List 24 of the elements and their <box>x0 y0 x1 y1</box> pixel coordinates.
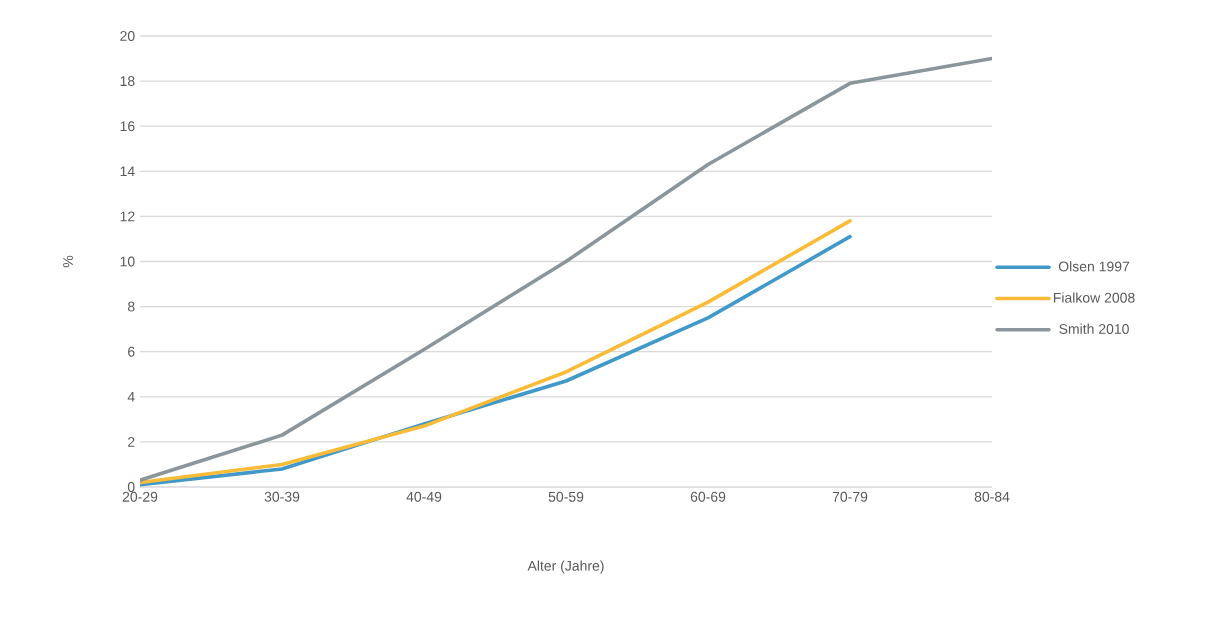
y-tick-label: 12 <box>120 211 135 222</box>
x-tick-label: 80-84 <box>974 491 1010 502</box>
x-tick-label: 50-59 <box>548 491 584 502</box>
y-tick-label: 16 <box>120 121 135 132</box>
y-tick-label: 0 <box>127 482 135 492</box>
y-tick-label: 8 <box>127 301 135 312</box>
x-axis-title: Alter (Jahre) <box>527 560 604 574</box>
y-tick-label: 18 <box>120 76 135 87</box>
y-tick-label: 10 <box>120 256 135 267</box>
y-tick-label: 14 <box>120 166 135 177</box>
y-tick-label: 2 <box>128 436 135 447</box>
y-axis-title: % <box>63 255 73 268</box>
y-tick-label: 4 <box>127 391 135 402</box>
legend-label: Smith 2010 <box>1059 323 1129 334</box>
y-tick-label: 6 <box>128 346 135 357</box>
y-tick-label: 20 <box>120 31 135 41</box>
x-tick-label: 70-79 <box>832 491 868 502</box>
x-tick-label: 60-69 <box>690 491 726 502</box>
x-tick-label: 40-49 <box>406 491 442 502</box>
legend-label: Fialkow 2008 <box>1053 292 1135 303</box>
legend-label: Olsen 1997 <box>1058 261 1130 272</box>
x-tick-label: 20-29 <box>122 491 158 502</box>
x-tick-label: 30-39 <box>264 491 300 502</box>
line-series <box>140 56 993 483</box>
